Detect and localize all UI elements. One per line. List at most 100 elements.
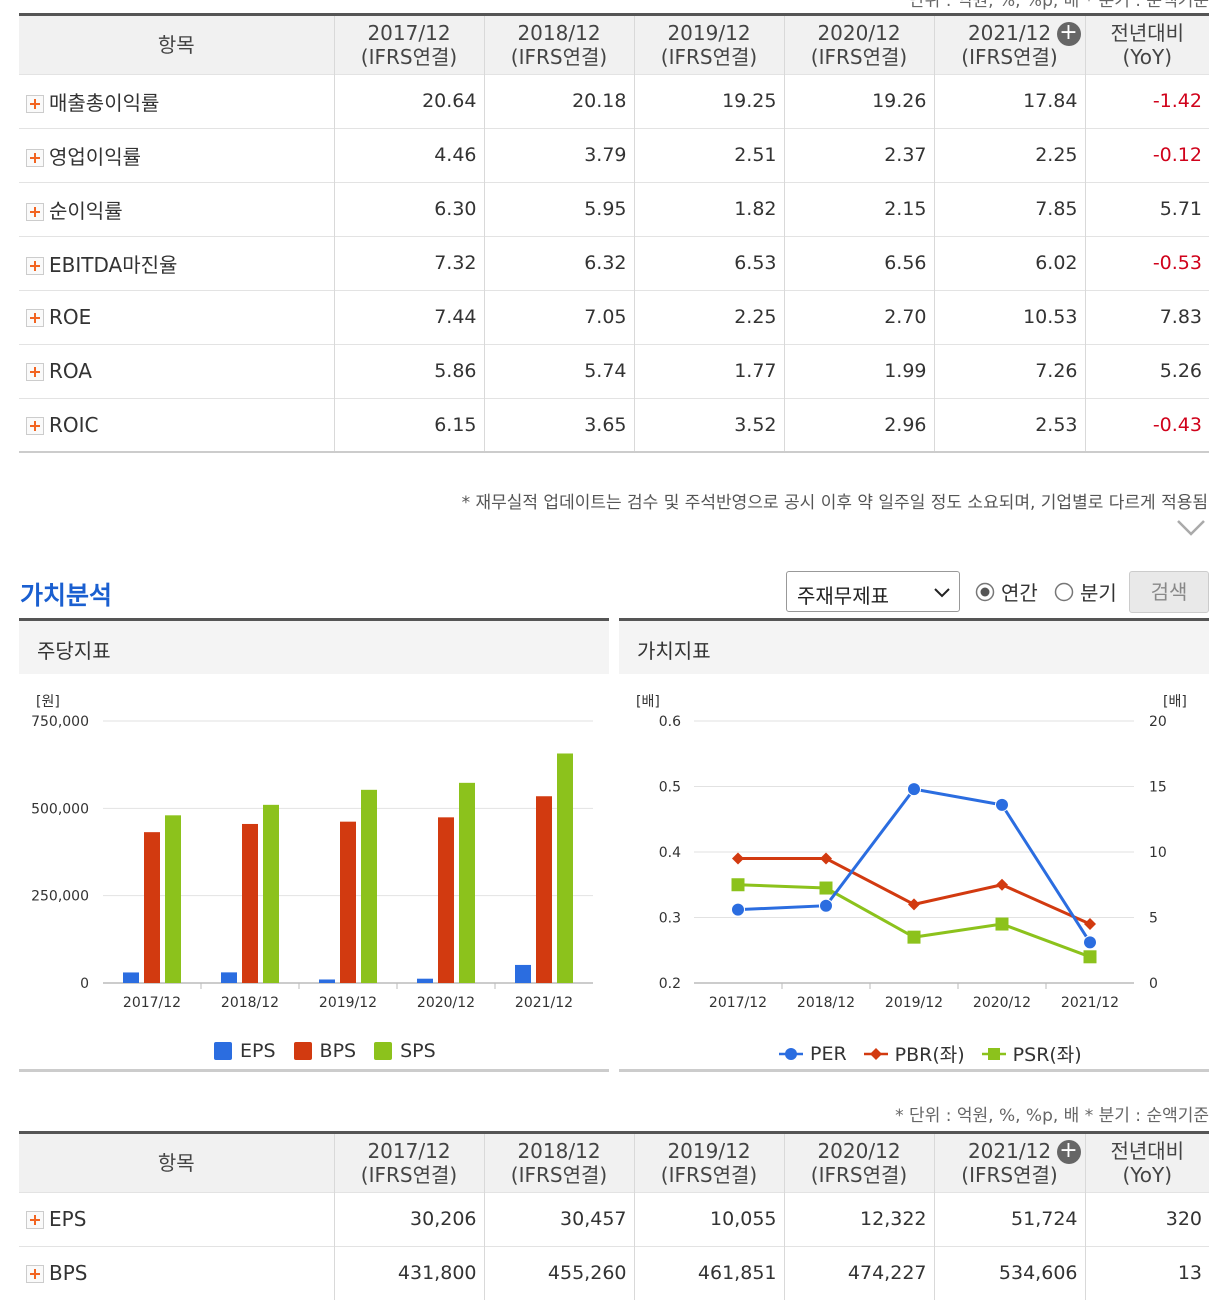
header-period-date: 2018/12 [517,1138,601,1163]
per-point [1083,935,1097,950]
right-tick-label: 10 [1149,845,1167,861]
expand-plus-icon[interactable] [26,148,44,167]
radio-quarter[interactable]: 분기 [1054,577,1117,606]
value-cell: 19.26 [783,73,934,128]
sps-bar [263,804,279,983]
yoy-cell: -1.42 [1084,73,1209,128]
value-cell: 3.79 [483,127,634,182]
psr-point [995,917,1009,931]
right-axis-label: [배] [1163,694,1187,710]
per-share-bar-chart: [원] 750,000 500,000 250,000 0 2017/12 2018/12 2… [31,694,593,1011]
left-tick-label: 0.2 [659,976,681,992]
row-label: ROE [49,305,92,329]
x-tick-label: 2021/12 [1061,995,1119,1011]
pbr-point [732,852,744,865]
eps-bar [319,979,335,983]
value-cell: 2.15 [783,181,934,236]
value-cell: 20.18 [483,73,634,128]
x-tick-label: 2018/12 [221,995,279,1011]
radio-annual[interactable]: 연간 [975,577,1038,606]
add-column-icon[interactable]: + [1056,1140,1081,1164]
header-period-basis: (IFRS연결) [510,44,608,69]
expand-plus-icon[interactable] [26,1265,44,1284]
y-tick-label: 500,000 [31,801,89,817]
table-row: BPS 431,800 455,260 461,851 474,227 534,606 13 [19,1245,1209,1300]
table-row: 매출총이익률 20.64 20.18 19.25 19.26 17.84 -1.42 [19,73,1209,128]
expand-plus-icon[interactable] [26,202,44,221]
header-period-date: 2020/12 [817,20,901,45]
value-cell: 2.25 [633,289,784,344]
per-legend-marker [779,1047,803,1060]
eps-legend-label: EPS [240,1040,276,1062]
psr-point [907,930,921,944]
header-item: 항목 [19,16,334,74]
value-cell: 7.26 [933,343,1085,398]
expand-plus-icon[interactable] [26,363,44,381]
radio-unchecked-icon [1054,582,1074,601]
x-tick-label: 2017/12 [123,995,181,1011]
sps-bar [165,815,181,983]
header-yoy-sub: (YoY) [1122,1162,1173,1187]
value-cell: 3.65 [483,397,634,453]
add-column-icon[interactable]: + [1056,22,1081,46]
y-tick-label: 250,000 [31,889,89,905]
psr-line [737,883,1091,959]
radio-annual-label: 연간 [1001,581,1038,605]
search-button[interactable]: 검색 [1129,571,1209,613]
chevron-down-icon[interactable] [1176,518,1206,538]
row-label-cell[interactable]: ROIC [19,397,334,453]
row-label-cell[interactable]: 영업이익률 [19,127,334,182]
yoy-cell: -0.53 [1084,235,1209,290]
expand-plus-icon[interactable] [26,256,44,275]
row-label-cell[interactable]: 순이익률 [19,181,334,236]
row-label-cell[interactable]: 매출총이익률 [19,73,334,128]
row-label-cell[interactable]: EPS [19,1191,334,1246]
row-label-cell[interactable]: BPS [19,1245,334,1300]
header-period-basis: (IFRS연결) [510,1162,608,1187]
row-label-cell[interactable]: EBITDA마진율 [19,235,334,290]
value-cell: 1.77 [633,343,784,398]
expand-plus-icon[interactable] [26,416,44,435]
yoy-cell: -0.43 [1084,397,1209,453]
per-legend-label: PER [810,1042,847,1065]
value-cell: 6.32 [483,235,634,290]
sps-bar [557,753,573,983]
psr-point [1083,950,1097,964]
header-period: 2020/12 (IFRS연결) [783,1134,934,1192]
value-cell: 19.25 [633,73,784,128]
header-period-date: 2019/12 [667,1138,751,1163]
row-label: ROA [49,359,92,383]
bps-bar [144,832,160,983]
psr-legend-label: PSR(좌) [1012,1044,1082,1066]
value-cell: 534,606 [933,1245,1085,1300]
right-tick-label: 0 [1149,976,1158,992]
radio-checked-icon [975,582,995,601]
value-cell: 461,851 [633,1245,784,1300]
y-tick-label: 750,000 [31,714,89,730]
left-tick-label: 0.6 [659,714,681,730]
value-cell: 7.05 [483,289,634,344]
per-line [737,787,1092,944]
row-label-cell[interactable]: ROA [19,343,334,398]
expand-plus-icon[interactable] [26,94,44,113]
statement-select[interactable]: 주재무제표 [786,571,960,612]
header-yoy: 전년대비 (YoY) [1084,16,1209,74]
x-tick-label: 2020/12 [973,995,1031,1011]
x-tick-label: 2019/12 [319,995,377,1011]
right-tick-label: 5 [1149,911,1158,927]
bps-legend-label: BPS [319,1040,357,1062]
expand-plus-icon[interactable] [26,309,44,327]
psr-point [731,878,745,892]
expand-plus-icon[interactable] [26,1211,44,1229]
table-row: ROA 5.86 5.74 1.77 1.99 7.26 5.26 [19,343,1209,398]
row-label: EPS [49,1207,87,1231]
value-cell: 6.56 [783,235,934,290]
row-label-cell[interactable]: ROE [19,289,334,344]
header-period-basis: (IFRS연결) [810,44,908,69]
radio-quarter-label: 분기 [1080,581,1117,605]
value-cell: 30,457 [483,1191,634,1246]
y-axis-label: [원] [36,694,60,710]
yoy-cell: -0.12 [1084,127,1209,182]
valuation-line-chart: [배] [배] 0.6 0.5 0.4 0.3 0.2 20 15 10 5 0 2017/12 2018… [636,694,1187,1011]
value-cell: 6.53 [633,235,784,290]
